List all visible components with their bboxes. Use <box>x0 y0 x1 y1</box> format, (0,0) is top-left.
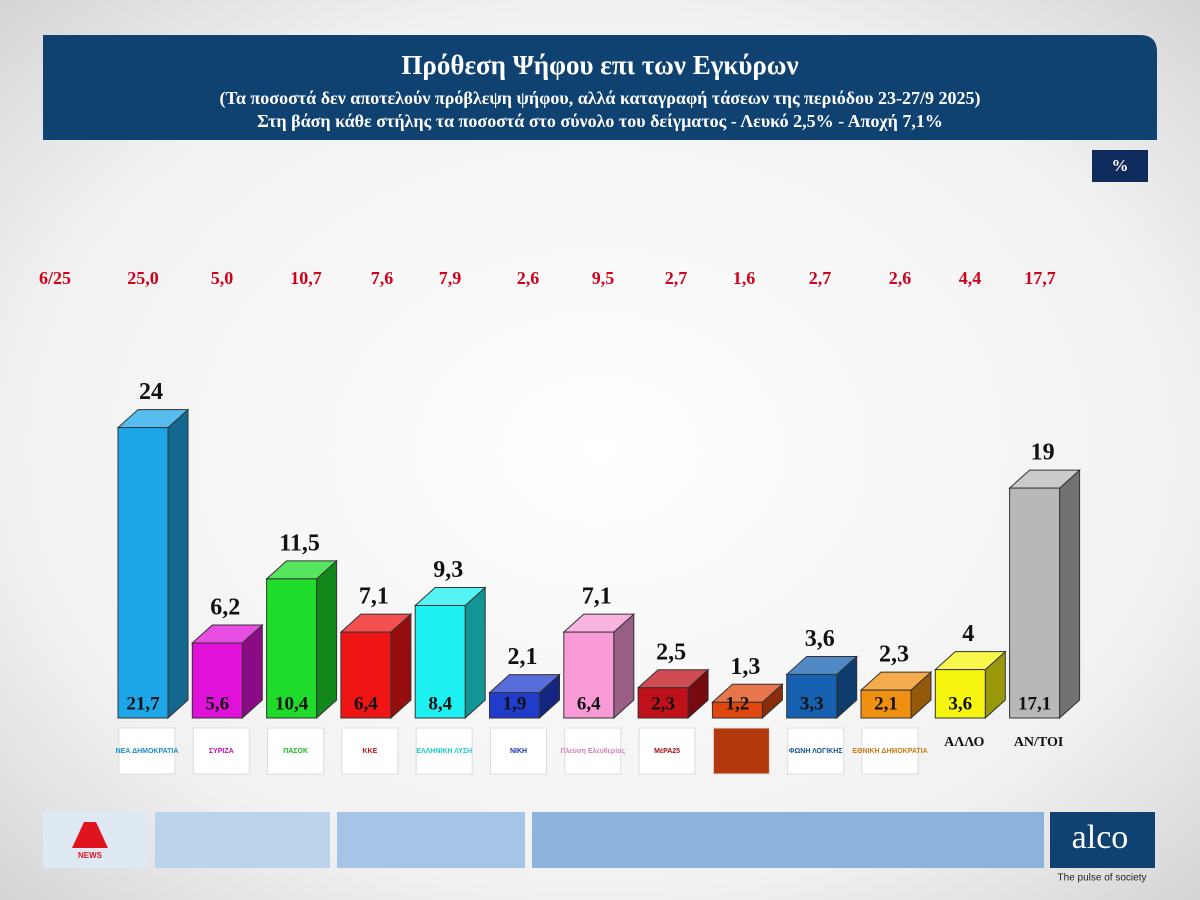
category-label: ΑΛΛΟ <box>944 735 984 750</box>
bar-base-label: 8,4 <box>428 693 452 714</box>
bar-total-label: 2,3 <box>879 642 909 668</box>
party-logo-text: ΠΑΣΟΚ <box>283 748 308 755</box>
bar-side <box>464 586 486 720</box>
party-logo-text: ΚΚΕ <box>363 748 378 755</box>
previous-value-label: 2,6 <box>517 268 540 288</box>
bar-total-label: 19 <box>1031 440 1055 466</box>
party-logo-text: Πλεύση Ελευθερίας <box>560 747 625 755</box>
party-logo <box>341 727 399 775</box>
bar <box>340 631 392 719</box>
bar-total-label: 7,1 <box>582 584 612 610</box>
bar-base-label: 5,6 <box>205 693 229 714</box>
party-logo-text: ΜέΡΑ25 <box>654 748 680 755</box>
bar-total-label: 1,3 <box>730 654 760 680</box>
previous-value-label: 4,4 <box>959 268 982 288</box>
bar <box>860 689 912 719</box>
party-logo-text: ΝΕΑ ΔΗΜΟΚΡΑΤΙΑ <box>116 748 179 755</box>
bar-base-label: 1,9 <box>503 693 527 714</box>
bar-base-label: 10,4 <box>275 693 309 714</box>
bar-base-label: 3,3 <box>800 693 824 714</box>
bar <box>637 687 689 719</box>
party-logo <box>638 727 696 775</box>
footer-segment <box>532 812 1044 868</box>
broadcaster-logo <box>72 822 108 848</box>
party-logo-text: ΣΥΡΙΖΑ <box>209 748 234 755</box>
party-logo-text: ΦΩΝΗ ΛΟΓΙΚΗΣ <box>789 748 843 755</box>
brand-tagline: The pulse of society <box>1058 873 1147 884</box>
party-logo <box>118 727 176 775</box>
bar <box>1009 487 1061 719</box>
bar-base-label: 2,1 <box>874 693 898 714</box>
bar-base-label: 17,1 <box>1018 693 1051 714</box>
bar-base-label: 21,7 <box>126 693 160 714</box>
category-label: ΑΝ/ΤΟΙ <box>1014 735 1064 750</box>
bar-total-label: 4 <box>962 621 974 647</box>
bar-total-label: 9,3 <box>433 557 463 583</box>
party-logo <box>490 727 547 775</box>
previous-value-label: 17,7 <box>1024 268 1056 288</box>
bar-base-label: 6,4 <box>354 693 378 714</box>
bar-total-label: 6,2 <box>210 594 240 620</box>
party-logo-text: ΕΘΝΙΚΗ ΔΗΜΟΚΡΑΤΙΑ <box>852 748 927 755</box>
bar <box>414 604 466 719</box>
bar <box>711 701 763 719</box>
footer: NEWS alco The pulse of society <box>43 812 1155 884</box>
bar <box>563 631 615 719</box>
bar <box>786 673 838 719</box>
previous-value-label: 7,6 <box>371 268 394 288</box>
chart-subtitle: (Τα ποσοστά δεν αποτελούν πρόβλεψη ψήφου… <box>220 88 981 109</box>
previous-value-label: 2,7 <box>665 268 688 288</box>
party-logo-text: ΝΙΚΗ <box>510 748 527 755</box>
bar-total-label: 2,1 <box>508 644 538 670</box>
bar-base-label: 1,2 <box>726 693 750 714</box>
bar-base-label: 3,6 <box>948 693 972 714</box>
bar <box>117 427 169 719</box>
previous-value-label: 25,0 <box>127 268 159 288</box>
bar <box>266 578 318 719</box>
bar-total-label: 7,1 <box>359 584 389 610</box>
party-logo <box>192 727 250 775</box>
broadcaster-label: NEWS <box>78 851 103 860</box>
party-logo <box>861 727 919 775</box>
bar <box>191 642 243 719</box>
bar-total-label: 3,6 <box>805 626 835 652</box>
bar-side <box>1059 468 1081 720</box>
bar-base-label: 6,4 <box>577 693 601 714</box>
party-logo <box>712 727 770 775</box>
bar-base-label: 2,3 <box>651 693 675 714</box>
previous-value-label: 5,0 <box>211 268 234 288</box>
party-logo-text: ΕΛΛΗΝΙΚΗ ΛΥΣΗ <box>416 748 472 755</box>
previous-value-label: 9,5 <box>592 268 615 288</box>
bar <box>489 692 540 719</box>
previous-value-label: 2,7 <box>809 268 832 288</box>
party-logo <box>415 727 473 775</box>
previous-value-label: 10,7 <box>290 268 322 288</box>
party-logo <box>267 727 325 775</box>
footer-segment <box>337 812 525 868</box>
previous-value-label: 7,9 <box>439 268 462 288</box>
party-logo <box>787 727 845 775</box>
header-banner <box>43 35 1157 140</box>
bar-total-label: 11,5 <box>279 530 320 556</box>
footer-segment <box>155 812 330 868</box>
bar-total-label: 24 <box>139 379 163 405</box>
bar-side <box>316 559 338 720</box>
previous-value-label: 1,6 <box>733 268 756 288</box>
bar-side <box>167 408 189 720</box>
unit-box <box>1092 150 1148 182</box>
bar-total-label: 2,5 <box>656 639 686 665</box>
bar <box>934 669 986 719</box>
previous-value-label: 2,6 <box>889 268 912 288</box>
previous-series-label: 6/25 <box>39 268 71 288</box>
chart-note: Στη βάση κάθε στήλης τα ποσοστά στο σύνο… <box>257 111 943 131</box>
chart-title: Πρόθεση Ψήφου επι των Εγκύρων <box>401 50 798 80</box>
unit-label: % <box>1112 156 1129 175</box>
party-logo <box>564 727 622 775</box>
brand-name: alco <box>1072 819 1129 856</box>
brand-box <box>1050 812 1155 868</box>
